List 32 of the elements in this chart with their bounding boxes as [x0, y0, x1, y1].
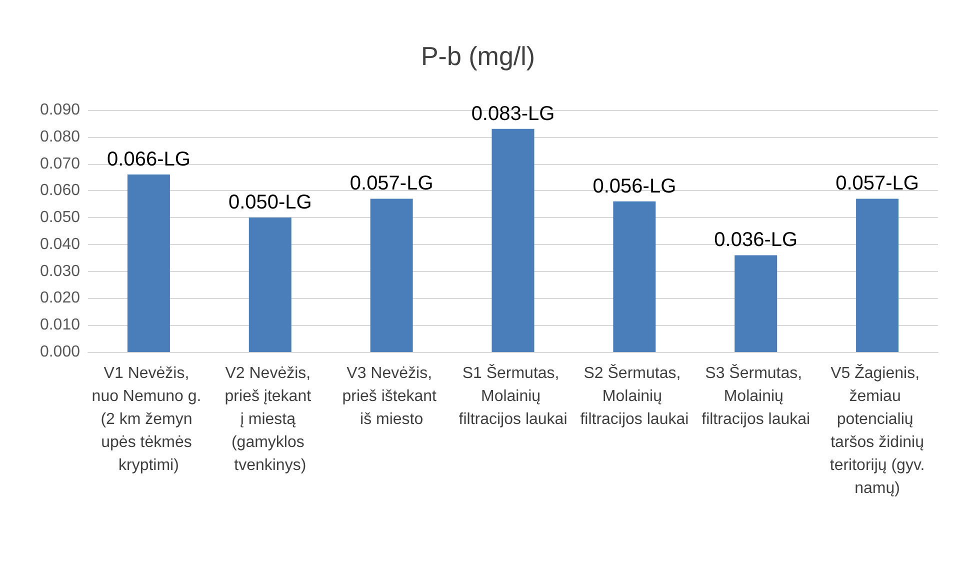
y-tick-label: 0.090 — [40, 102, 80, 118]
x-tick-label: S3 Šermutas, Molainių filtracijos laukai — [702, 364, 810, 428]
bar — [734, 255, 778, 352]
x-tick-label: V2 Nevėžis, prieš įtekant į miestą (gamyklos tvenkinys) — [224, 365, 316, 474]
data-label: 0.057-LG — [836, 172, 919, 195]
data-label: 0.057-LG — [350, 172, 434, 195]
y-tick-label: 0.070 — [40, 155, 80, 172]
bar — [492, 128, 534, 352]
x-tick-label: V1 Nevėžis, nuo Nemuno g. (2 km žemyn upės tėkmės kryptimi) — [92, 365, 206, 474]
data-label: 0.066-LG — [107, 148, 190, 171]
x-tick-label: S2 Šermutas, Molainių filtracijos laukai — [580, 364, 689, 428]
chart-title: P-b (mg/l) — [420, 41, 536, 71]
x-tick-label: V5 Žagienis, žemiau potencialių taršos židinių teritorijų (gyv. namų) — [825, 364, 930, 497]
y-tick-label: 0.000 — [40, 344, 80, 360]
x-tick-label: V3 Nevėžis, prieš ištekant iš miesto — [342, 365, 441, 428]
y-tick-label: 0.010 — [40, 316, 80, 334]
y-tick-label: 0.040 — [40, 236, 80, 253]
data-label: 0.056-LG — [592, 175, 676, 198]
x-tick-label: S1 Šermutas, Molainių filtracijos laukai — [458, 364, 568, 428]
y-tick-label: 0.080 — [40, 128, 80, 146]
bar — [856, 198, 899, 352]
y-tick-label: 0.050 — [40, 209, 80, 226]
bar — [248, 218, 292, 352]
y-tick-label: 0.020 — [40, 290, 80, 307]
data-label: 0.083-LG — [471, 102, 555, 125]
y-tick-label: 0.060 — [40, 182, 80, 200]
y-tick-label: 0.030 — [40, 262, 80, 280]
bar — [370, 198, 413, 352]
bar — [613, 201, 656, 352]
data-label: 0.036-LG — [714, 229, 798, 252]
data-label: 0.050-LG — [228, 192, 312, 214]
bar — [127, 174, 170, 352]
